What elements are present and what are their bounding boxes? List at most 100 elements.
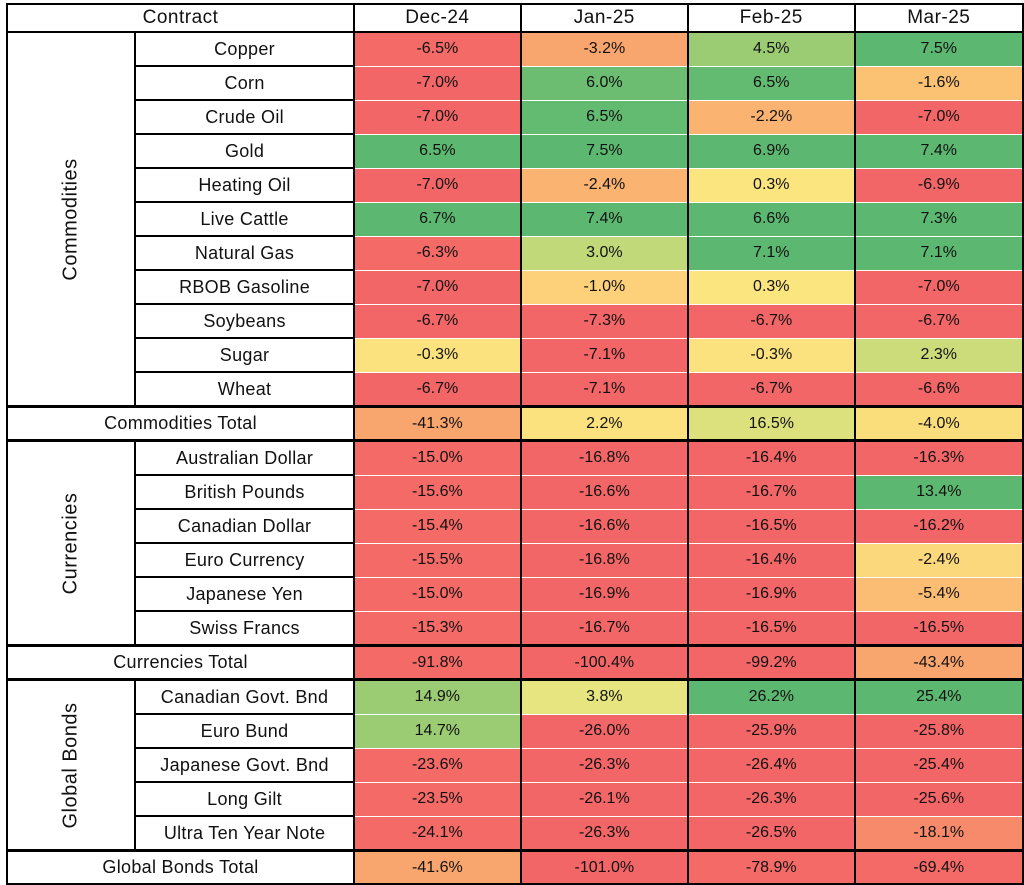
return-cell: -16.5% (853, 611, 1024, 646)
sector-label-cell: Commodities (5, 32, 137, 408)
return-cell: -2.4% (519, 168, 690, 203)
contract-name: Gold (134, 134, 356, 169)
return-cell: -6.7% (853, 304, 1024, 339)
table-row: Ultra Ten Year Note -24.1% -26.3% -26.5% -18… (7, 816, 1024, 852)
total-label: Commodities Total (5, 405, 356, 442)
contract-name: Ultra Ten Year Note (134, 816, 356, 852)
table-row: Euro Bund 14.7% -26.0% -25.9% -25.8% (7, 714, 1024, 749)
table-row: Wheat -6.7% -7.1% -6.7% -6.6% (7, 372, 1024, 408)
total-cell: -69.4% (853, 849, 1024, 885)
return-cell: -15.4% (353, 509, 522, 544)
total-cell: -100.4% (519, 644, 690, 681)
table-row: RBOB Gasoline -7.0% -1.0% 0.3% -7.0% (7, 270, 1024, 305)
return-cell: -6.7% (353, 304, 522, 339)
header-contract: Contract (5, 3, 356, 33)
contract-name: RBOB Gasoline (134, 270, 356, 305)
contract-name: Soybeans (134, 304, 356, 339)
return-cell: -3.2% (519, 32, 690, 67)
return-cell: 7.3% (853, 202, 1024, 237)
return-cell: -25.6% (853, 782, 1024, 817)
return-cell: 14.7% (353, 714, 522, 749)
return-cell: -2.4% (853, 543, 1024, 578)
table-row: Currencies Australian Dollar -15.0% -16.8% -… (5, 440, 1024, 647)
return-cell: -16.8% (519, 543, 690, 578)
table-row: Gold 6.5% 7.5% 6.9% 7.4% (7, 134, 1024, 169)
return-cell: -26.3% (519, 748, 690, 783)
contract-name: Canadian Dollar (134, 509, 356, 544)
contract-name: Japanese Govt. Bnd (134, 748, 356, 783)
return-cell: 13.4% (853, 475, 1024, 510)
total-cell: -41.3% (353, 405, 522, 442)
contract-name: Long Gilt (134, 782, 356, 817)
return-cell: -16.7% (519, 611, 690, 646)
return-cell: 6.9% (687, 134, 856, 169)
return-cell: -7.0% (853, 100, 1024, 135)
return-cell: -16.6% (519, 509, 690, 544)
contract-name: Canadian Govt. Bnd (134, 679, 356, 715)
return-cell: -16.7% (687, 475, 856, 510)
table-row: Swiss Francs -15.3% -16.7% -16.5% -16.5% (7, 611, 1024, 647)
return-cell: -26.5% (687, 816, 856, 851)
return-cell: 6.6% (687, 202, 856, 237)
returns-table: Contract Dec-24 Jan-25 Feb-25 Mar-25 Com… (5, 3, 1024, 885)
return-cell: -7.3% (519, 304, 690, 339)
header-month: Mar-25 (853, 3, 1024, 33)
contract-name: Euro Currency (134, 543, 356, 578)
contract-name: Wheat (134, 372, 356, 408)
table-row: Long Gilt -23.5% -26.1% -26.3% -25.6% (7, 782, 1024, 817)
contract-name: Euro Bund (134, 714, 356, 749)
contract-name: Heating Oil (134, 168, 356, 203)
total-row: Global Bonds Total -41.6% -101.0% -78.9% -69… (5, 849, 1024, 885)
contract-name: Swiss Francs (134, 611, 356, 647)
return-cell: -16.4% (687, 440, 856, 476)
return-cell: -15.6% (353, 475, 522, 510)
return-cell: 6.5% (519, 100, 690, 135)
total-cell: -91.8% (353, 644, 522, 681)
return-cell: -1.0% (519, 270, 690, 305)
contract-name: Australian Dollar (134, 440, 356, 476)
table-row: Global Bonds Canadian Govt. Bnd 14.9% 3.8% 2… (5, 679, 1024, 852)
return-cell: -2.2% (687, 100, 856, 135)
total-cell: -101.0% (519, 849, 690, 885)
return-cell: -6.6% (853, 372, 1024, 407)
return-cell: 0.3% (687, 270, 856, 305)
header-month: Feb-25 (687, 3, 856, 33)
return-cell: 2.3% (853, 338, 1024, 373)
sector-label-cell: Global Bonds (5, 679, 137, 852)
return-cell: -7.0% (853, 270, 1024, 305)
return-cell: -25.9% (687, 714, 856, 749)
return-cell: -6.9% (853, 168, 1024, 203)
total-cell: -41.6% (353, 849, 522, 885)
total-row: Commodities Total -41.3% 2.2% 16.5% -4.0% (5, 405, 1024, 442)
return-cell: -16.9% (687, 577, 856, 612)
total-label: Currencies Total (5, 644, 356, 681)
table-row: Japanese Yen -15.0% -16.9% -16.9% -5.4% (7, 577, 1024, 612)
return-cell: -16.8% (519, 440, 690, 476)
return-cell: -7.0% (353, 66, 522, 101)
return-cell: 6.0% (519, 66, 690, 101)
return-cell: 3.8% (519, 679, 690, 715)
total-row: Currencies Total -91.8% -100.4% -99.2% -43.4… (5, 644, 1024, 681)
total-cell: -43.4% (853, 644, 1024, 681)
return-cell: -7.1% (519, 338, 690, 373)
return-cell: 0.3% (687, 168, 856, 203)
return-cell: 6.5% (353, 134, 522, 169)
table-row: Canadian Dollar -15.4% -16.6% -16.5% -16.2% (7, 509, 1024, 544)
return-cell: -26.3% (519, 816, 690, 851)
return-cell: -16.4% (687, 543, 856, 578)
contract-name: Japanese Yen (134, 577, 356, 612)
return-cell: 7.1% (687, 236, 856, 271)
return-cell: -6.7% (353, 372, 522, 407)
table-row: Corn -7.0% 6.0% 6.5% -1.6% (7, 66, 1024, 101)
contract-name: Live Cattle (134, 202, 356, 237)
return-cell: -7.0% (353, 100, 522, 135)
contract-name: Natural Gas (134, 236, 356, 271)
table-body: Commodities Copper -6.5% -3.2% 4.5% 7.5% Corn -… (5, 32, 1024, 885)
return-cell: -15.0% (353, 440, 522, 476)
contract-name: British Pounds (134, 475, 356, 510)
total-cell: -99.2% (687, 644, 856, 681)
total-cell: 16.5% (687, 405, 856, 442)
return-cell: -23.6% (353, 748, 522, 783)
table-row: Soybeans -6.7% -7.3% -6.7% -6.7% (7, 304, 1024, 339)
return-cell: -7.0% (353, 168, 522, 203)
